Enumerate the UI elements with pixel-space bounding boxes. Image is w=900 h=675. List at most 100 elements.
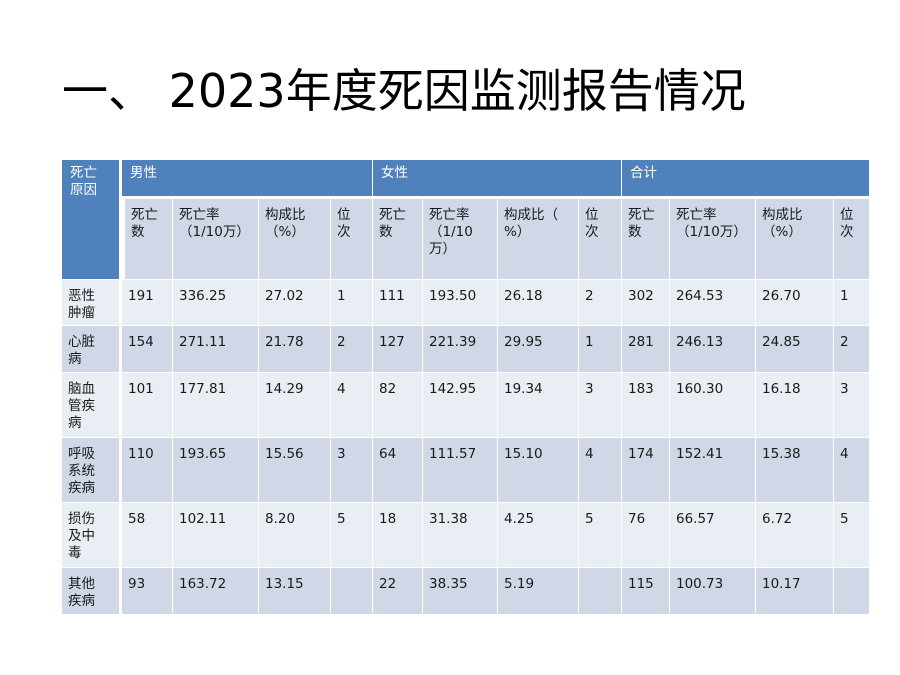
male-rank: 3 — [331, 438, 373, 503]
male-count: 93 — [122, 568, 173, 615]
male-share: 27.02 — [259, 280, 331, 326]
total-rate: 246.13 — [670, 326, 756, 373]
female-rank: 4 — [579, 438, 622, 503]
total-count: 115 — [622, 568, 670, 615]
row-cause: 其他 疾病 — [62, 568, 122, 615]
subheader-female-rank: 位 次 — [579, 199, 622, 280]
male-rate: 336.25 — [173, 280, 259, 326]
female-rank: 5 — [579, 503, 622, 568]
total-rate: 100.73 — [670, 568, 756, 615]
row-cause: 心脏 病 — [62, 326, 122, 373]
female-count: 18 — [373, 503, 423, 568]
header-group-total: 合计 — [622, 160, 870, 199]
subheader-female-count: 死亡 数 — [373, 199, 423, 280]
total-rank: 1 — [834, 280, 870, 326]
female-count: 127 — [373, 326, 423, 373]
subheader-female-share: 构成比（ %） — [498, 199, 579, 280]
total-share: 15.38 — [756, 438, 834, 503]
total-share: 24.85 — [756, 326, 834, 373]
female-rate: 221.39 — [423, 326, 498, 373]
male-rate: 102.11 — [173, 503, 259, 568]
male-rank — [331, 568, 373, 615]
subheader-total-rate: 死亡率 （1/10万） — [670, 199, 756, 280]
subheader-female-rate: 死亡率 （1/10 万） — [423, 199, 498, 280]
male-count: 110 — [122, 438, 173, 503]
female-rate: 111.57 — [423, 438, 498, 503]
male-count: 58 — [122, 503, 173, 568]
subheader-male-count: 死亡 数 — [122, 199, 173, 280]
row-cause: 脑血 管疾 病 — [62, 373, 122, 438]
header-cause: 死亡 原因 — [62, 160, 122, 280]
total-rank — [834, 568, 870, 615]
subheader-male-rate: 死亡率 （1/10万） — [173, 199, 259, 280]
total-count: 281 — [622, 326, 670, 373]
male-share: 13.15 — [259, 568, 331, 615]
header-group-female: 女性 — [373, 160, 622, 199]
male-share: 15.56 — [259, 438, 331, 503]
female-rank: 3 — [579, 373, 622, 438]
row-cause: 恶性 肿瘤 — [62, 280, 122, 326]
table-row: 恶性 肿瘤 191 336.25 27.02 1 111 193.50 26.1… — [62, 280, 870, 326]
male-share: 14.29 — [259, 373, 331, 438]
row-cause: 损伤 及中 毒 — [62, 503, 122, 568]
male-rank: 1 — [331, 280, 373, 326]
header-group-male: 男性 — [122, 160, 373, 199]
female-share: 26.18 — [498, 280, 579, 326]
female-rank: 2 — [579, 280, 622, 326]
total-count: 302 — [622, 280, 670, 326]
male-rank: 5 — [331, 503, 373, 568]
table-row: 心脏 病 154 271.11 21.78 2 127 221.39 29.95… — [62, 326, 870, 373]
subheader-male-share: 构成比 （%） — [259, 199, 331, 280]
table-row: 其他 疾病 93 163.72 13.15 22 38.35 5.19 115 … — [62, 568, 870, 615]
table-row: 损伤 及中 毒 58 102.11 8.20 5 18 31.38 4.25 5… — [62, 503, 870, 568]
male-rank: 4 — [331, 373, 373, 438]
total-share: 26.70 — [756, 280, 834, 326]
male-rate: 177.81 — [173, 373, 259, 438]
female-share: 19.34 — [498, 373, 579, 438]
male-count: 154 — [122, 326, 173, 373]
male-rank: 2 — [331, 326, 373, 373]
male-rate: 163.72 — [173, 568, 259, 615]
total-share: 6.72 — [756, 503, 834, 568]
total-rate: 160.30 — [670, 373, 756, 438]
total-count: 174 — [622, 438, 670, 503]
male-count: 191 — [122, 280, 173, 326]
female-rate: 31.38 — [423, 503, 498, 568]
female-share: 5.19 — [498, 568, 579, 615]
total-rank: 4 — [834, 438, 870, 503]
male-rate: 193.65 — [173, 438, 259, 503]
subheader-total-count: 死亡 数 — [622, 199, 670, 280]
subheader-total-share: 构成比 （%） — [756, 199, 834, 280]
total-rate: 152.41 — [670, 438, 756, 503]
total-count: 76 — [622, 503, 670, 568]
table-row: 呼吸 系统 疾病 110 193.65 15.56 3 64 111.57 15… — [62, 438, 870, 503]
total-count: 183 — [622, 373, 670, 438]
female-rate: 142.95 — [423, 373, 498, 438]
female-count: 64 — [373, 438, 423, 503]
total-rank: 5 — [834, 503, 870, 568]
female-share: 15.10 — [498, 438, 579, 503]
slide-title: 一、 2023年度死因监测报告情况 — [62, 64, 746, 118]
total-rank: 2 — [834, 326, 870, 373]
male-rate: 271.11 — [173, 326, 259, 373]
female-count: 82 — [373, 373, 423, 438]
female-share: 4.25 — [498, 503, 579, 568]
female-rate: 38.35 — [423, 568, 498, 615]
total-rank: 3 — [834, 373, 870, 438]
female-count: 111 — [373, 280, 423, 326]
row-cause: 呼吸 系统 疾病 — [62, 438, 122, 503]
female-share: 29.95 — [498, 326, 579, 373]
female-rank: 1 — [579, 326, 622, 373]
total-share: 10.17 — [756, 568, 834, 615]
subheader-male-rank: 位 次 — [331, 199, 373, 280]
table-row: 脑血 管疾 病 101 177.81 14.29 4 82 142.95 19.… — [62, 373, 870, 438]
total-rate: 264.53 — [670, 280, 756, 326]
male-share: 21.78 — [259, 326, 331, 373]
death-cause-table: 死亡 原因 男性 女性 合计 死亡 数 死亡率 （1/10万） 构成比 （%） … — [62, 160, 870, 615]
male-share: 8.20 — [259, 503, 331, 568]
female-rank — [579, 568, 622, 615]
female-count: 22 — [373, 568, 423, 615]
total-rate: 66.57 — [670, 503, 756, 568]
female-rate: 193.50 — [423, 280, 498, 326]
